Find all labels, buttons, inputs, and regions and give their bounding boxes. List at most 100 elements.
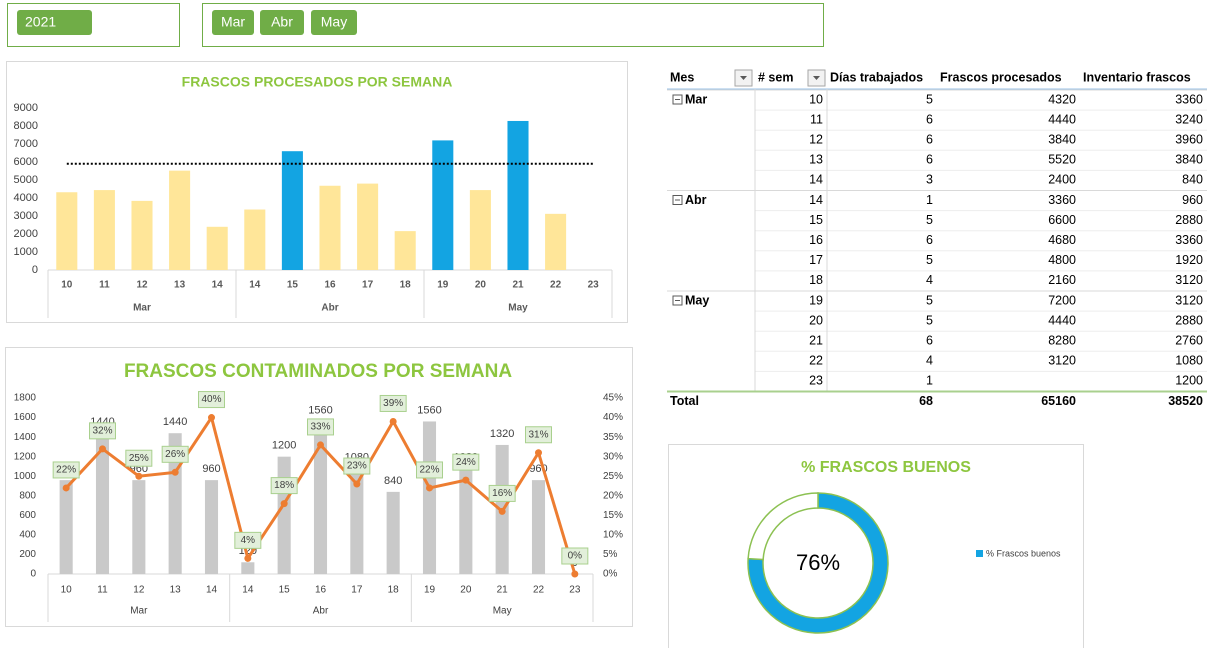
data-label-box [198, 391, 225, 409]
bar [281, 151, 303, 270]
data-label: 31% [528, 429, 548, 440]
data-label: 1440 [163, 416, 187, 428]
x-tick-label: 20 [475, 280, 487, 291]
data-label: 840 [384, 475, 402, 487]
bar [206, 226, 228, 270]
group-label: Mar [133, 303, 151, 314]
cell: 19 [809, 293, 823, 307]
y-tick-label: 1000 [14, 246, 38, 258]
bar [313, 421, 328, 574]
data-label: 1200 [272, 440, 296, 452]
y-tick-label: 9000 [14, 102, 38, 114]
data-label: 18% [274, 480, 294, 491]
y-tick-label: 600 [19, 510, 36, 521]
bar [422, 421, 437, 574]
y-tick-label: 1400 [14, 432, 37, 443]
x-tick-label: 10 [61, 585, 73, 596]
line-marker [462, 476, 470, 484]
group-name: May [685, 293, 709, 307]
data-label: 33% [310, 422, 330, 433]
x-tick-label: 14 [212, 280, 224, 291]
cell: 3 [926, 173, 933, 187]
bar [56, 192, 78, 270]
cell: 6 [926, 153, 933, 167]
bar [319, 185, 341, 270]
x-tick-label: 18 [400, 280, 412, 291]
bar [277, 456, 291, 574]
column-header: # sem [758, 70, 793, 84]
cell: 6 [926, 233, 933, 247]
y-tick-label: 200 [19, 549, 36, 560]
cell: 12 [809, 132, 823, 146]
x-tick-label: 19 [424, 585, 436, 596]
bar [459, 468, 473, 574]
slicer-button[interactable] [17, 10, 92, 35]
slicer-button[interactable] [212, 10, 254, 35]
cell: 3120 [1048, 354, 1076, 368]
y2-tick-label: 10% [603, 530, 623, 541]
cell: 4320 [1048, 92, 1076, 106]
x-tick-label: 14 [242, 585, 254, 596]
group-name: Mar [685, 92, 707, 106]
data-label-box [488, 484, 516, 502]
data-label-box [89, 422, 116, 440]
cell: 1 [926, 193, 933, 207]
y-tick-label: 3000 [14, 210, 38, 222]
data-label-box [161, 445, 189, 463]
center-label: 76% [796, 550, 840, 575]
line-marker [244, 554, 252, 562]
y2-tick-label: 45% [603, 393, 623, 404]
slicer-item: Abr [271, 14, 293, 30]
x-tick-label: 13 [174, 280, 186, 291]
slicer-button[interactable] [260, 10, 304, 35]
cell: 3840 [1175, 153, 1203, 167]
cell: 4680 [1048, 233, 1076, 247]
cell: 3360 [1175, 233, 1203, 247]
line-marker [426, 484, 433, 492]
data-label-box [416, 461, 443, 479]
data-label: 0% [568, 551, 583, 562]
bar [432, 140, 454, 270]
line-marker [498, 507, 506, 515]
bar [531, 480, 546, 574]
cell: 4440 [1048, 112, 1076, 126]
group-label: Mar [130, 606, 148, 617]
data-label: 23% [347, 461, 367, 472]
y-tick-label: 1800 [14, 393, 37, 404]
data-label: 32% [92, 425, 112, 436]
cell: 7200 [1048, 293, 1076, 307]
y-tick-label: 400 [19, 530, 36, 541]
slicer-item: May [321, 14, 347, 30]
cell: 3360 [1048, 193, 1076, 207]
data-label: 1320 [490, 428, 514, 440]
y-tick-label: 4000 [14, 192, 38, 204]
cell: 18 [809, 273, 823, 287]
data-label-box [307, 418, 334, 436]
data-label: 40% [201, 394, 221, 405]
cell: 16 [809, 233, 823, 247]
cell: 5 [926, 253, 933, 267]
data-label-box [52, 461, 80, 479]
x-tick-label: 23 [569, 585, 581, 596]
cell: 1080 [1175, 354, 1203, 368]
cell: 2880 [1175, 213, 1203, 227]
cell: 5 [926, 213, 933, 227]
y2-tick-label: 20% [603, 490, 623, 501]
group-label: Abr [321, 303, 338, 314]
data-label: 16% [492, 488, 512, 499]
x-tick-label: 22 [550, 280, 562, 291]
cell: 1200 [1175, 374, 1203, 388]
x-tick-label: 14 [206, 585, 218, 596]
data-label-box [270, 477, 298, 495]
x-tick-label: 21 [512, 280, 524, 291]
slicer-button[interactable] [311, 10, 357, 35]
cell: 14 [809, 173, 823, 187]
data-label: 26% [165, 449, 185, 460]
cell: 17 [809, 253, 823, 267]
cell: 3120 [1175, 293, 1203, 307]
line-marker [571, 570, 579, 578]
cell: 960 [1182, 193, 1203, 207]
cell: 20 [809, 313, 823, 327]
filter-arrow [813, 76, 820, 80]
